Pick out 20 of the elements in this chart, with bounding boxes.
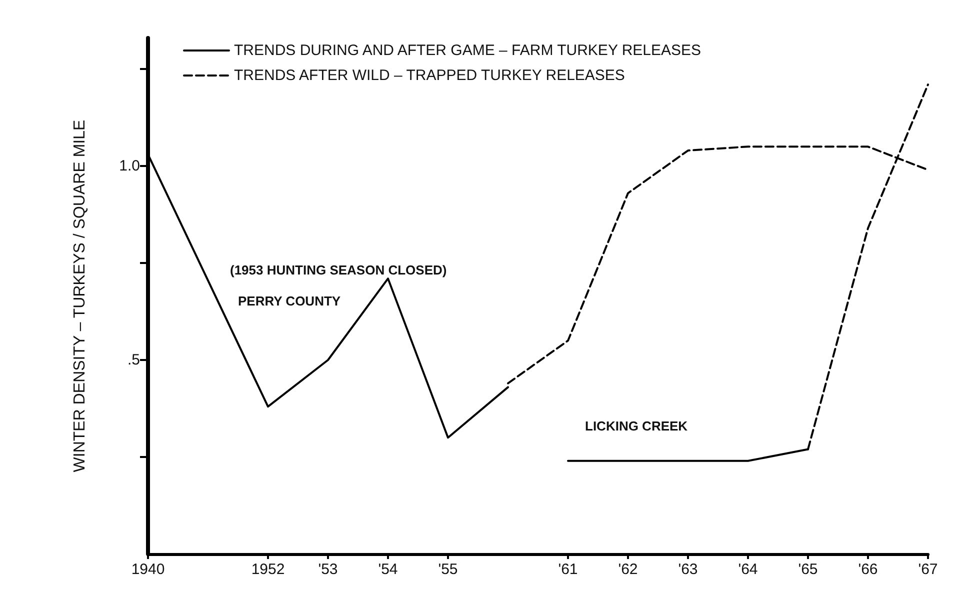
x-tick-label: '65: [798, 561, 818, 578]
x-tick-label: 1952: [251, 561, 285, 578]
x-tick-label: '55: [438, 561, 458, 578]
x-tick-label: '53: [318, 561, 338, 578]
x-tick-label: '61: [558, 561, 578, 578]
legend-label: TRENDS DURING AND AFTER GAME – FARM TURKEY RELEASES: [234, 42, 702, 59]
x-tick-label: '67: [918, 561, 938, 578]
x-tick-label: '66: [858, 561, 878, 578]
annotation: LICKING CREEK: [585, 418, 688, 434]
legend-label: TRENDS AFTER WILD – TRAPPED TURKEY RELEASES: [234, 67, 625, 84]
annotation: (1953 HUNTING SEASON CLOSED): [230, 262, 447, 278]
y-tick-label: .5: [127, 352, 140, 369]
x-tick-label: 1940: [131, 561, 165, 578]
y-tick-label: 1.0: [119, 158, 140, 175]
y-axis-title: WINTER DENSITY – TURKEYS / SQUARE MILE: [72, 120, 88, 472]
x-tick-label: '62: [618, 561, 638, 578]
x-tick-label: '64: [738, 561, 758, 578]
x-tick-label: '63: [678, 561, 698, 578]
x-tick-label: '54: [378, 561, 398, 578]
annotation: PERRY COUNTY: [238, 294, 341, 308]
